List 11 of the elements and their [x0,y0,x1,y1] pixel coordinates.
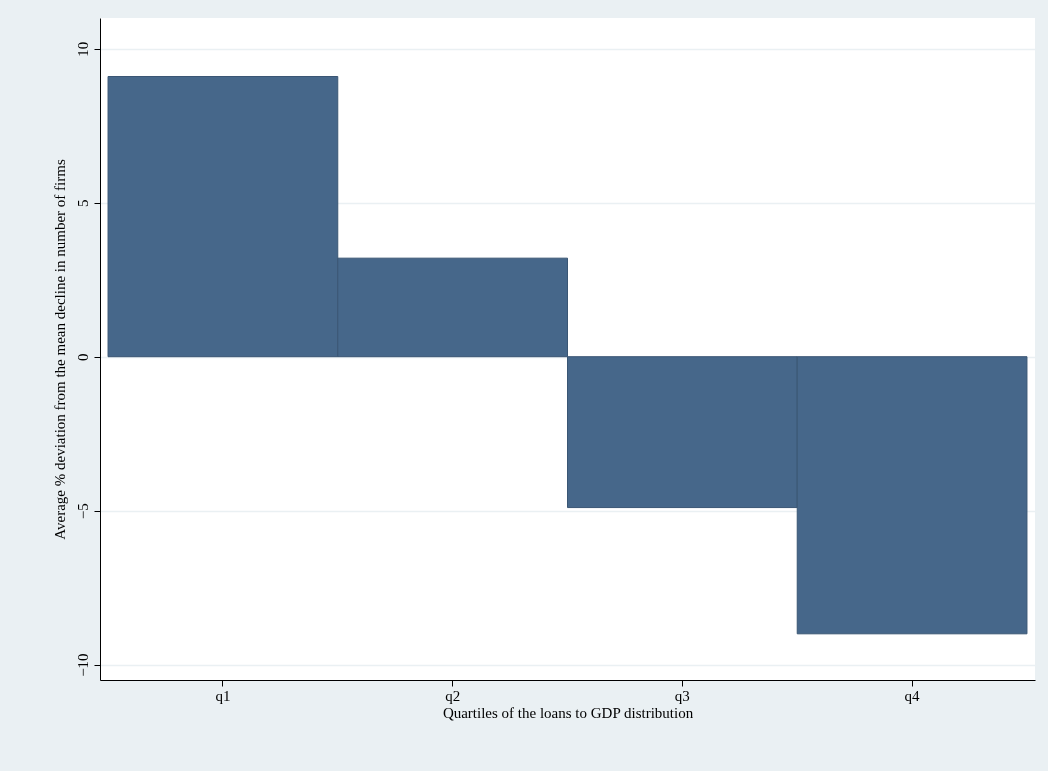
y-tick-label: 5 [74,199,91,207]
x-tick-label: q2 [445,687,461,704]
x-axis-title: Quartiles of the loans to GDP distribution [442,704,694,721]
x-tick-label: q1 [215,687,231,704]
x-tick-label: q3 [674,687,690,704]
x-tick-label: q4 [904,687,921,704]
y-tick-label: 0 [74,353,91,361]
y-tick-label: 10 [74,41,91,57]
y-tick-label: −5 [74,503,91,520]
y-axis-title: Average % deviation from the mean decline in number of firms [51,159,68,540]
y-tick-label: −10 [74,653,91,677]
